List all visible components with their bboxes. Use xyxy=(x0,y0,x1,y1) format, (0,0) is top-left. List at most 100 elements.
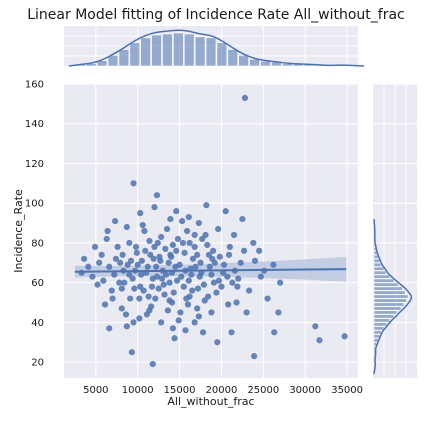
scatter-point xyxy=(163,225,171,233)
scatter-point xyxy=(166,279,173,286)
marginal-x-bar xyxy=(96,60,108,67)
marginal-y-bar xyxy=(373,294,409,299)
plot-area xyxy=(64,84,358,378)
scatter-point xyxy=(111,217,119,225)
scatter-point xyxy=(264,295,271,302)
scatter-point xyxy=(98,251,105,258)
scatter-point xyxy=(137,210,144,217)
scatter-point xyxy=(182,327,189,334)
scatter-point xyxy=(251,353,258,360)
scatter-point xyxy=(178,273,185,280)
scatter-point xyxy=(94,281,101,288)
scatter-point xyxy=(206,263,213,270)
scatter-point xyxy=(96,259,103,266)
scatter-point xyxy=(179,239,187,247)
plot-grid xyxy=(64,83,358,378)
scatter-point xyxy=(81,255,88,262)
scatter-point xyxy=(108,287,115,294)
scatter-point xyxy=(218,283,225,290)
scatter-point xyxy=(117,259,124,266)
scatter-point xyxy=(208,309,215,316)
scatter-point xyxy=(100,277,107,284)
marginal-x-bar xyxy=(216,42,228,67)
scatter-point xyxy=(209,247,217,254)
scatter-point xyxy=(154,239,161,247)
scatter-point xyxy=(181,249,188,256)
scatter-point xyxy=(118,305,125,312)
scatter-point xyxy=(141,227,148,235)
x-tick-label: 5000 xyxy=(83,385,108,396)
scatter-point xyxy=(131,285,138,292)
scatter-point xyxy=(106,263,113,270)
scatter-point xyxy=(185,213,192,221)
scatter-point xyxy=(220,261,228,268)
y-tick-label: 120 xyxy=(25,159,44,170)
scatter-point xyxy=(146,307,153,314)
scatter-point xyxy=(169,241,176,249)
scatter-point xyxy=(78,269,85,276)
x-axis-label: All_without_frac xyxy=(167,395,254,408)
scatter-point xyxy=(104,227,111,235)
marginal-y-bar xyxy=(373,274,390,279)
scatter-point xyxy=(271,329,278,336)
scatter-point xyxy=(243,309,250,316)
scatter-point xyxy=(239,215,246,223)
marginal-x-bar xyxy=(227,49,239,67)
scatter-point xyxy=(195,313,202,320)
scatter-point xyxy=(341,333,348,340)
scatter-point xyxy=(199,329,207,336)
scatter-point xyxy=(165,259,172,266)
x-tick-label: 20000 xyxy=(206,385,238,396)
scatter-point xyxy=(215,225,222,233)
scatter-point xyxy=(123,223,130,231)
scatter-point xyxy=(149,360,156,368)
scatter-point xyxy=(126,271,133,278)
scatter-point xyxy=(112,255,120,262)
marginal-x-bar xyxy=(249,58,260,67)
scatter-point xyxy=(208,271,215,278)
marginal-y-bar xyxy=(373,322,387,327)
marginal-x-bar xyxy=(205,37,217,67)
scatter-point xyxy=(235,275,242,282)
y-axis-label: Incidence_Rate xyxy=(12,189,25,273)
scatter-point xyxy=(184,227,191,235)
scatter-point xyxy=(123,323,130,330)
scatter-point xyxy=(114,243,121,250)
marginal-y-bar xyxy=(373,278,395,283)
scatter-point xyxy=(158,275,166,282)
marginal-y-bar xyxy=(373,270,387,275)
scatter-point xyxy=(191,319,198,326)
scatter-point xyxy=(277,279,284,286)
y-tick-label: 100 xyxy=(25,199,44,210)
scatter-point xyxy=(184,301,192,308)
scatter-point xyxy=(156,253,163,260)
scatter-point xyxy=(225,251,233,258)
scatter-point xyxy=(169,325,176,332)
scatter-point xyxy=(170,289,177,296)
scatter-point xyxy=(197,259,204,266)
scatter-point xyxy=(85,263,92,270)
scatter-point xyxy=(179,217,186,225)
marginal-y-bar xyxy=(373,318,390,323)
marginal-x-bar xyxy=(129,42,141,67)
y-tick-label: 160 xyxy=(25,80,44,91)
scatter-point xyxy=(128,349,135,356)
scatter-point xyxy=(111,271,118,278)
scatter-point xyxy=(216,253,223,260)
scatter-point xyxy=(153,192,161,199)
marginal-y-bar xyxy=(373,306,402,311)
scatter-point xyxy=(246,287,253,294)
scatter-point xyxy=(142,247,149,254)
scatter-point xyxy=(257,273,264,280)
scatter-point xyxy=(180,283,187,290)
scatter-point xyxy=(176,261,183,268)
marginal-x-bar xyxy=(151,34,162,67)
scatter-point xyxy=(270,261,277,268)
marginal-x-kde-line xyxy=(68,29,365,67)
scatter-point xyxy=(185,277,192,284)
scatter-point xyxy=(134,261,141,268)
scatter-point xyxy=(202,231,209,239)
regression-line xyxy=(74,268,347,273)
scatter-point xyxy=(237,259,244,266)
